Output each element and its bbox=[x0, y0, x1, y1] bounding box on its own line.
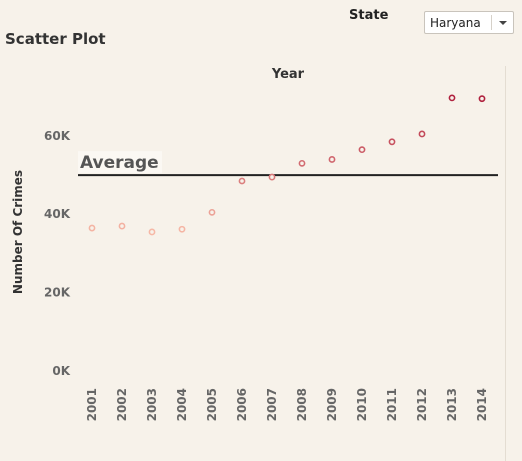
x-tick-label: 2002 bbox=[115, 388, 129, 421]
x-tick-label: 2007 bbox=[265, 388, 279, 421]
scatter-point bbox=[148, 228, 156, 236]
scatter-point bbox=[208, 208, 216, 216]
scatter-point bbox=[478, 95, 486, 103]
x-tick-label: 2011 bbox=[385, 388, 399, 421]
reference-label-background bbox=[78, 151, 162, 174]
y-tick-label: 40K bbox=[44, 207, 71, 221]
scatter-point bbox=[448, 94, 456, 102]
x-tick-label: 2008 bbox=[295, 388, 309, 421]
scatter-point bbox=[358, 146, 366, 154]
x-tick-label: 2010 bbox=[355, 388, 369, 421]
scatter-point bbox=[328, 156, 336, 163]
x-tick-label: 2003 bbox=[145, 388, 159, 421]
y-tick-label: 0K bbox=[52, 364, 70, 378]
scatter-point bbox=[88, 224, 96, 232]
x-tick-label: 2006 bbox=[235, 388, 249, 421]
scatter-point bbox=[418, 130, 426, 138]
x-tick-label: 2009 bbox=[325, 388, 339, 421]
chart-title: Scatter Plot bbox=[5, 30, 106, 48]
y-tick-label: 60K bbox=[44, 129, 71, 143]
scatter-point bbox=[388, 138, 396, 146]
scatter-point bbox=[178, 225, 186, 233]
x-tick-label: 2012 bbox=[415, 388, 429, 421]
y-axis-title: Number Of Crimes bbox=[11, 170, 25, 294]
dropdown-separator bbox=[491, 15, 492, 30]
y-tick-label: 20K bbox=[44, 286, 71, 300]
chevron-down-icon[interactable] bbox=[499, 21, 507, 25]
scatter-point bbox=[268, 173, 276, 181]
scatter-point bbox=[298, 159, 306, 167]
x-tick-label: 2013 bbox=[445, 388, 459, 421]
x-tick-label: 2001 bbox=[85, 388, 99, 421]
x-tick-label: 2014 bbox=[475, 388, 489, 421]
scatter-point bbox=[118, 222, 126, 230]
state-filter-label: State bbox=[349, 8, 389, 23]
x-tick-label: 2004 bbox=[175, 388, 189, 421]
chart-header-label: Year bbox=[271, 67, 305, 82]
state-dropdown[interactable]: Haryana bbox=[424, 11, 514, 34]
x-tick-label: 2005 bbox=[205, 388, 219, 421]
state-dropdown-value: Haryana bbox=[430, 16, 481, 30]
reference-line-label: Average bbox=[80, 153, 159, 173]
scatter-point bbox=[238, 177, 246, 185]
panel-divider bbox=[505, 66, 506, 461]
